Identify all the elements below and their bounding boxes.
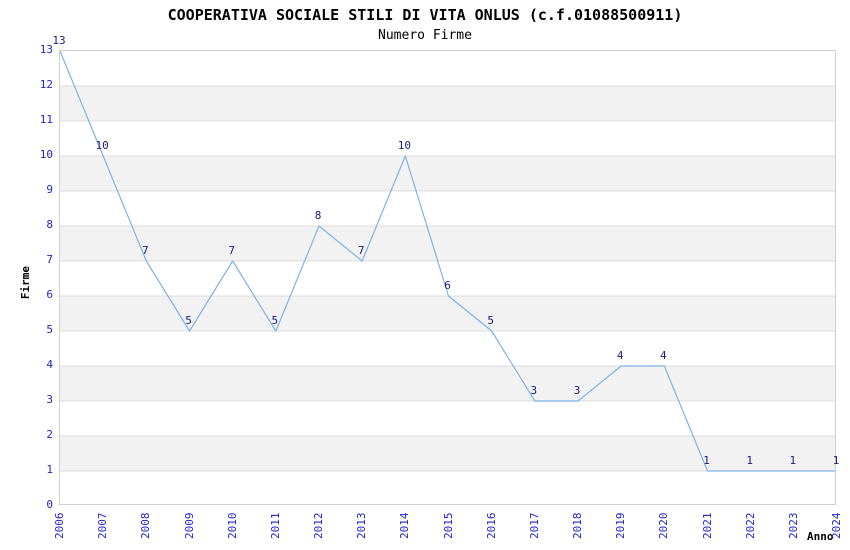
y-tick-label: 3	[46, 393, 53, 406]
data-point-label: 5	[487, 314, 494, 327]
y-tick-label: 1	[46, 463, 53, 476]
band	[60, 366, 835, 401]
data-point-label: 6	[444, 279, 451, 292]
data-point-label: 4	[616, 349, 624, 362]
y-tick-label: 10	[39, 148, 53, 161]
y-tick-label: 9	[46, 183, 53, 196]
y-tick-label: 4	[46, 358, 53, 371]
y-tick-label: 5	[46, 323, 53, 336]
data-point-label: 7	[228, 244, 235, 257]
y-tick-label: 12	[39, 78, 53, 91]
x-tick-label: 2018	[571, 512, 584, 540]
band	[60, 156, 835, 191]
y-tick-label: 13	[39, 43, 53, 56]
x-tick-label: 2006	[53, 512, 66, 540]
x-tick-label: 2015	[441, 512, 455, 540]
data-line	[60, 51, 835, 472]
data-point-label: 7	[357, 244, 365, 257]
band	[60, 226, 835, 261]
chart-subtitle: Numero Firme	[378, 28, 472, 43]
x-tick-label: 2014	[398, 512, 412, 540]
band	[60, 436, 835, 471]
x-tick-label: 2012	[312, 512, 325, 540]
x-tick-label: 2013	[355, 512, 369, 540]
x-tick-label: 2010	[225, 512, 239, 540]
x-tick-label: 2009	[182, 512, 196, 540]
x-axis-label: Anno	[807, 530, 834, 543]
data-point-label: 3	[530, 384, 538, 397]
band	[60, 86, 835, 121]
x-tick-label: 2020	[657, 512, 671, 540]
line-series-svg	[60, 51, 835, 472]
x-tick-label: 2008	[139, 512, 153, 540]
y-tick-label: 7	[46, 253, 53, 266]
band	[60, 296, 835, 331]
data-point-label: 10	[95, 139, 109, 152]
plot-area	[59, 50, 836, 505]
x-tick-label: 2016	[484, 512, 498, 540]
x-tick-label: 2022	[743, 512, 757, 540]
x-tick-label: 2011	[268, 512, 282, 540]
x-tick-label: 2019	[614, 512, 628, 540]
data-point-label: 1	[703, 454, 710, 467]
data-point-label: 3	[573, 384, 581, 397]
data-point-label: 5	[271, 314, 279, 327]
x-tick-label: 2017	[527, 512, 541, 540]
y-tick-label: 6	[46, 288, 53, 301]
data-point-label: 1	[789, 454, 797, 467]
x-tick-label: 2007	[96, 512, 110, 540]
y-tick-label: 11	[39, 113, 53, 126]
data-point-label: 7	[142, 244, 149, 257]
data-point-label: 5	[185, 314, 192, 327]
data-point-label: 1	[746, 454, 753, 467]
x-tick-label: 2021	[700, 512, 714, 540]
y-tick-label: 8	[46, 218, 53, 231]
x-tick-label: 2024	[830, 512, 843, 540]
chart-title: COOPERATIVA SOCIALE STILI DI VITA ONLUS …	[167, 6, 683, 24]
data-point-label: 1	[832, 454, 840, 467]
data-point-label: 4	[660, 349, 667, 362]
y-tick-label: 0	[46, 498, 53, 511]
data-point-label: 10	[397, 139, 411, 152]
y-tick-label: 2	[46, 428, 53, 441]
data-point-label: 8	[314, 209, 322, 222]
x-tick-label: 2023	[786, 512, 800, 540]
data-point-label: 13	[52, 34, 66, 47]
